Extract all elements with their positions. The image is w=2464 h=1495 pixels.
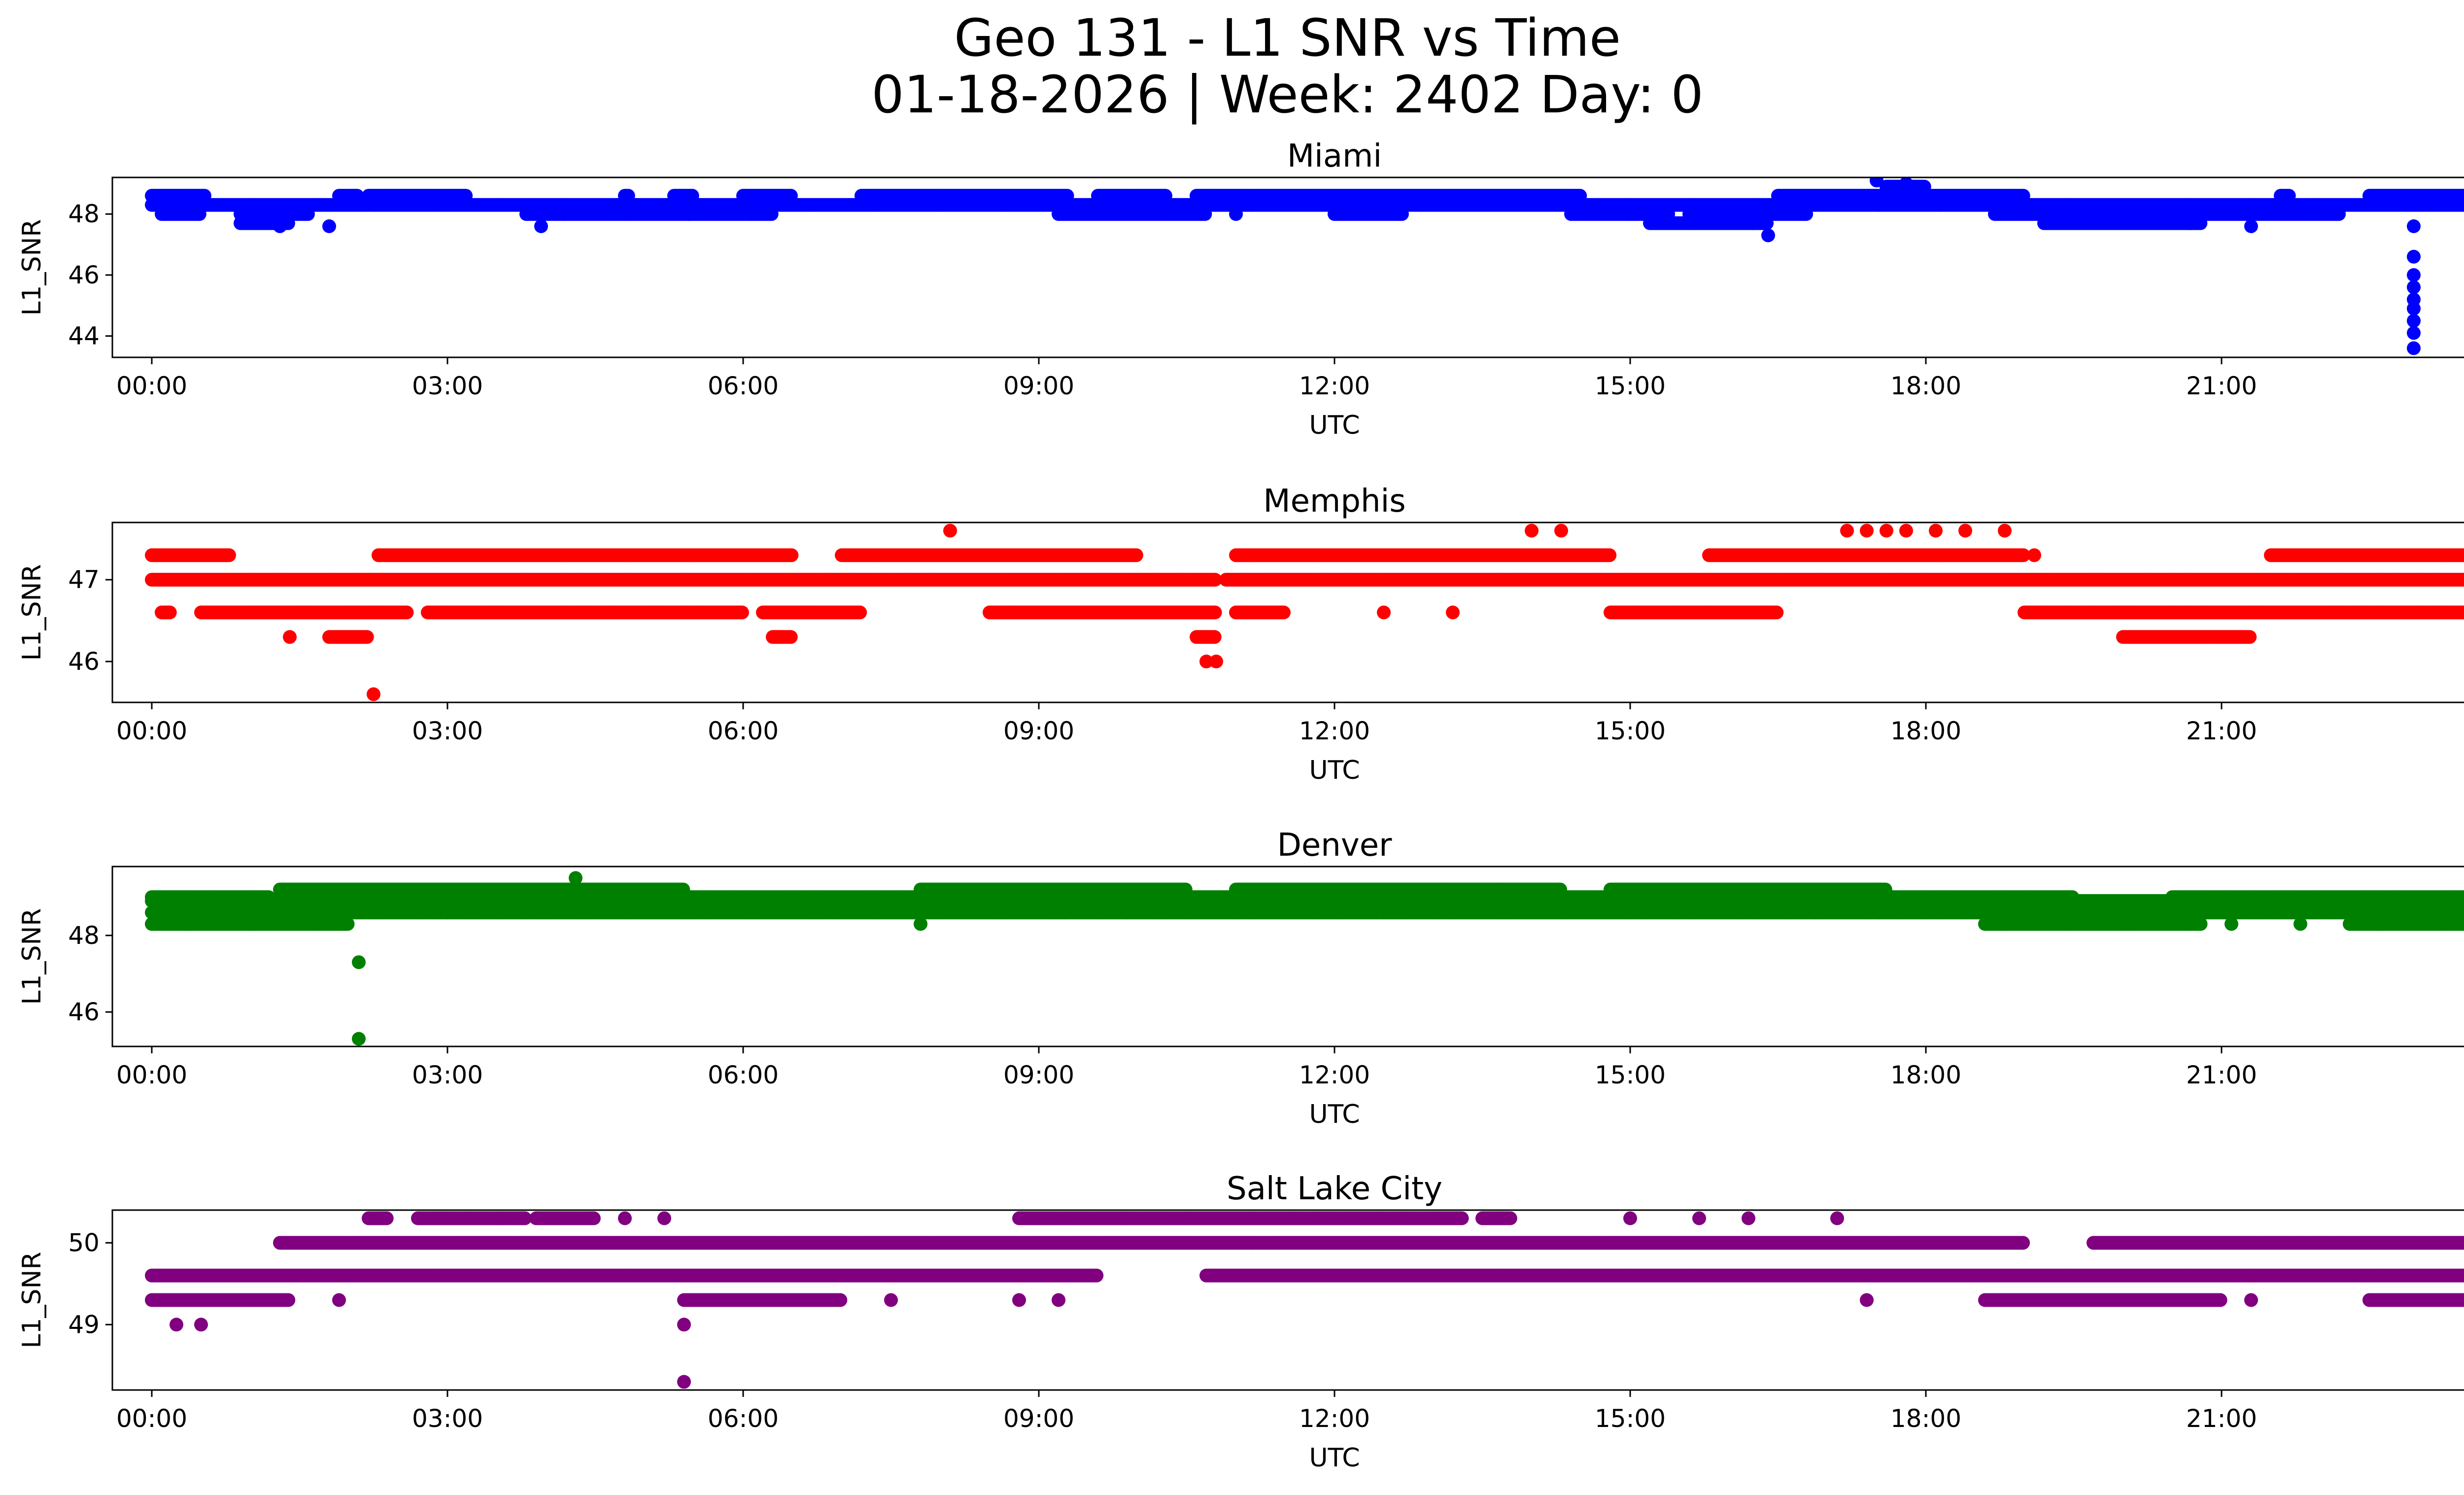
data-point bbox=[1870, 177, 1883, 188]
data-point bbox=[2193, 216, 2208, 230]
data-point bbox=[1395, 207, 1409, 221]
x-tick-label: 09:00 bbox=[1003, 372, 1074, 400]
x-tick-label: 12:00 bbox=[1299, 372, 1370, 400]
x-tick-label: 18:00 bbox=[1890, 372, 1961, 400]
data-point bbox=[1761, 228, 1775, 243]
y-tick-label: 48 bbox=[68, 200, 100, 228]
data-point bbox=[273, 219, 287, 233]
data-point bbox=[1899, 177, 1913, 191]
data-point bbox=[2407, 249, 2421, 264]
data-series bbox=[145, 523, 2464, 701]
data-point bbox=[1799, 207, 1814, 221]
data-point bbox=[2463, 192, 2464, 200]
data-point bbox=[1208, 573, 1222, 587]
data-point bbox=[2407, 280, 2421, 294]
x-tick-label: 15:00 bbox=[1595, 372, 1666, 400]
x-tick-label: 21:00 bbox=[2186, 372, 2257, 400]
data-point bbox=[2407, 268, 2421, 282]
figure-title: Geo 131 - L1 SNR vs Time bbox=[954, 8, 1621, 68]
subplot-title: Memphis bbox=[1263, 483, 1405, 520]
data-point bbox=[764, 207, 779, 221]
data-point bbox=[2332, 207, 2346, 221]
data-point bbox=[2462, 200, 2464, 209]
subplot-title: Miami bbox=[1287, 138, 1382, 174]
subplot-miami: Miami 00:00 03:00 06:00 09:00 12:00 15:00 18:00… bbox=[17, 138, 2464, 440]
data-point bbox=[2407, 326, 2421, 340]
y-axis-label: L1_SNR bbox=[17, 219, 47, 315]
data-point bbox=[322, 219, 336, 233]
data-series bbox=[145, 177, 2464, 355]
figure-subtitle: 01-18-2026 | Week: 2402 Day: 0 bbox=[871, 65, 1704, 125]
x-tick-label: 00:00 bbox=[116, 372, 187, 400]
x-axis-label: UTC bbox=[1309, 411, 1360, 440]
x-tick-label: 06:00 bbox=[708, 372, 779, 400]
data-point bbox=[192, 207, 206, 221]
data-point bbox=[2244, 219, 2258, 233]
data-point bbox=[301, 207, 315, 221]
y-tick-label: 44 bbox=[68, 322, 100, 350]
data-point bbox=[2407, 302, 2421, 315]
data-point bbox=[785, 548, 799, 562]
data-point bbox=[222, 548, 236, 562]
data-point bbox=[534, 219, 548, 233]
data-point bbox=[1198, 207, 1212, 221]
y-tick-label: 46 bbox=[68, 261, 100, 289]
data-point bbox=[1917, 179, 1931, 194]
x-tick-label: 03:00 bbox=[412, 372, 483, 400]
data-point bbox=[1760, 216, 1774, 230]
data-point bbox=[2462, 575, 2464, 585]
data-point bbox=[2407, 341, 2421, 355]
data-point bbox=[2407, 219, 2421, 233]
data-point bbox=[2407, 313, 2421, 328]
data-point bbox=[1229, 207, 1243, 221]
